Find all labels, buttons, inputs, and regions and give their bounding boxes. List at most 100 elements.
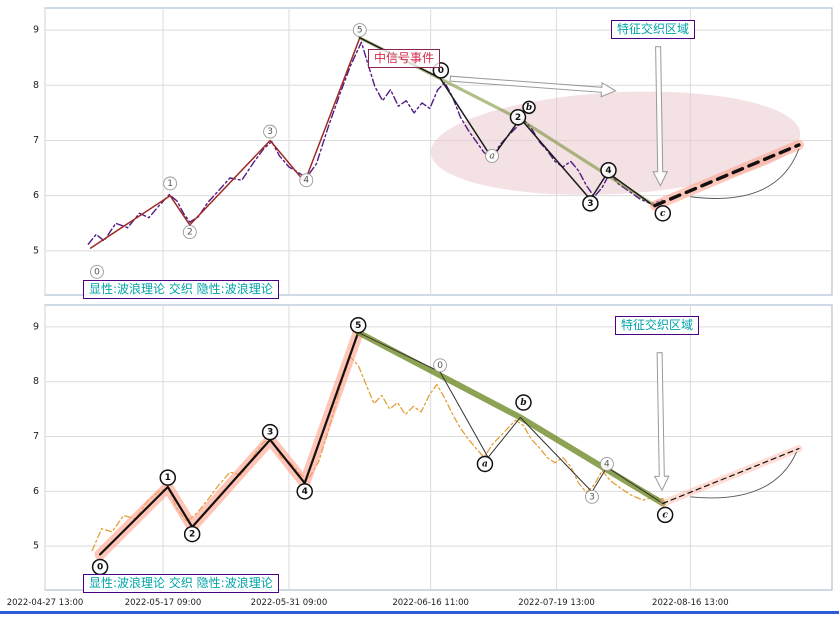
wave-marker-label: 3 [587, 199, 593, 209]
wave-marker-3: 3 [585, 489, 599, 504]
projection-line [662, 448, 800, 504]
weave-region-label-bottom: 特征交织区域 [615, 316, 700, 335]
y-tick-label: 5 [33, 541, 39, 552]
wave-marker-label: b [526, 103, 532, 113]
x-tick-label: 2022-08-16 13:00 [652, 598, 729, 608]
x-tick-label: 2022-05-31 09:00 [251, 598, 328, 608]
legend-label-bottom: 显性:波浪理论 交织 隐性:波浪理论 [83, 574, 279, 593]
wave-marker-4: 4 [599, 456, 614, 471]
weave-region-label-top: 特征交织区域 [611, 20, 696, 39]
wave-marker-2: 2 [182, 225, 197, 240]
wave-marker-circle [182, 225, 197, 240]
wave-marker-5: 5 [352, 23, 367, 38]
hollow-arrow [449, 75, 617, 98]
wave-marker-4: 4 [600, 162, 617, 179]
wave-marker-label: 4 [302, 487, 308, 497]
impulse-wave [99, 331, 360, 556]
y-tick-label: 7 [33, 135, 39, 146]
wave-marker-0: 0 [89, 264, 104, 279]
impulse-wave [89, 37, 361, 249]
annotation-curve [690, 148, 800, 199]
wave-marker-label: 3 [267, 428, 273, 438]
wave-marker-label: 0 [94, 267, 100, 277]
wave-marker-circle [600, 162, 617, 179]
hollow-arrow [653, 352, 670, 492]
wave-marker-3: 3 [261, 423, 279, 441]
y-tick-label: 9 [33, 321, 39, 332]
wave-marker-1: 1 [159, 469, 177, 486]
wave-marker-circle [89, 264, 104, 279]
wave-marker-label: a [482, 459, 488, 469]
wave-marker-circle [159, 469, 177, 486]
wave-marker-circle [296, 483, 313, 500]
figure-bottom-border [0, 611, 839, 614]
wave-marker-3: 3 [582, 195, 599, 212]
wave-marker-a: a [476, 455, 494, 473]
wave-marker-circle [656, 506, 674, 524]
wave-marker-label: 0 [437, 361, 443, 371]
wave-marker-circle [261, 423, 279, 441]
wave-marker-c: c [654, 205, 672, 222]
wave-marker-5: 5 [349, 317, 367, 334]
wave-marker-b: b [522, 100, 536, 115]
wave-marker-circle [654, 205, 672, 222]
x-tick-label: 2022-06-16 11:00 [392, 598, 469, 608]
wave-marker-label: 0 [97, 562, 103, 572]
wave-marker-0: 0 [91, 558, 109, 576]
wave-marker-label: 1 [165, 473, 171, 483]
wave-marker-circle [515, 394, 532, 411]
wave-marker-circle [349, 317, 367, 334]
wave-marker-label: 1 [167, 179, 173, 189]
wave-marker-circle [485, 148, 499, 163]
price-line [87, 41, 663, 245]
wave-marker-2: 2 [509, 109, 527, 126]
annotation-curve [690, 451, 797, 499]
wave-marker-circle [352, 23, 367, 38]
wave-marker-1: 1 [163, 176, 178, 191]
y-tick-label: 8 [33, 376, 39, 387]
lower-panel: 0 1 2 3 4 5 0 a b 3 4 c 9 8 7 6 5 [33, 304, 833, 591]
wave-marker-circle [582, 195, 599, 212]
wave-marker-label: 3 [589, 492, 595, 502]
wave-marker-label: 2 [515, 113, 521, 123]
x-tick-label: 2022-07-19 13:00 [518, 598, 595, 608]
price-line [91, 356, 665, 552]
wave-marker-label: b [520, 398, 526, 408]
projection-line [653, 143, 801, 208]
legend-label-top: 显性:波浪理论 交织 隐性:波浪理论 [83, 280, 279, 299]
wave-marker-c: c [656, 506, 674, 524]
signal-event-label: 中信号事件 [368, 49, 441, 68]
wave-marker-circle [476, 455, 494, 473]
wave-marker-circle [585, 489, 599, 504]
wave-marker-circle [163, 176, 178, 191]
wave-marker-label: a [489, 151, 494, 161]
wave-marker-label: 5 [357, 26, 363, 36]
wave-marker-label: 5 [355, 321, 361, 331]
wave-marker-label: 2 [189, 530, 195, 540]
wave-marker-circle [433, 358, 448, 373]
wave-marker-label: c [662, 510, 668, 520]
wave-marker-circle [522, 100, 536, 115]
wave-marker-circle [299, 173, 314, 188]
x-tick-label: 2022-04-27 13:00 [7, 598, 84, 608]
wave-marker-label: 4 [604, 459, 610, 469]
y-tick-label: 6 [33, 486, 39, 497]
y-tick-label: 8 [33, 80, 39, 91]
wave-marker-0: 0 [433, 358, 448, 373]
wave-marker-label: c [660, 209, 666, 219]
wave-marker-4: 4 [296, 483, 313, 500]
y-tick-label: 6 [33, 190, 39, 201]
panel-frame [44, 304, 833, 591]
x-tick-label: 2022-05-17 09:00 [125, 598, 202, 608]
wave-marker-2: 2 [183, 525, 201, 543]
hollow-arrow [652, 46, 669, 187]
wave-marker-label: 3 [267, 127, 273, 137]
wave-marker-label: 2 [187, 228, 193, 238]
wave-marker-label: 4 [605, 166, 611, 176]
wave-marker-3: 3 [263, 124, 278, 139]
wave-marker-4: 4 [299, 173, 314, 188]
y-tick-label: 5 [33, 245, 39, 256]
wave-marker-circle [599, 456, 614, 471]
